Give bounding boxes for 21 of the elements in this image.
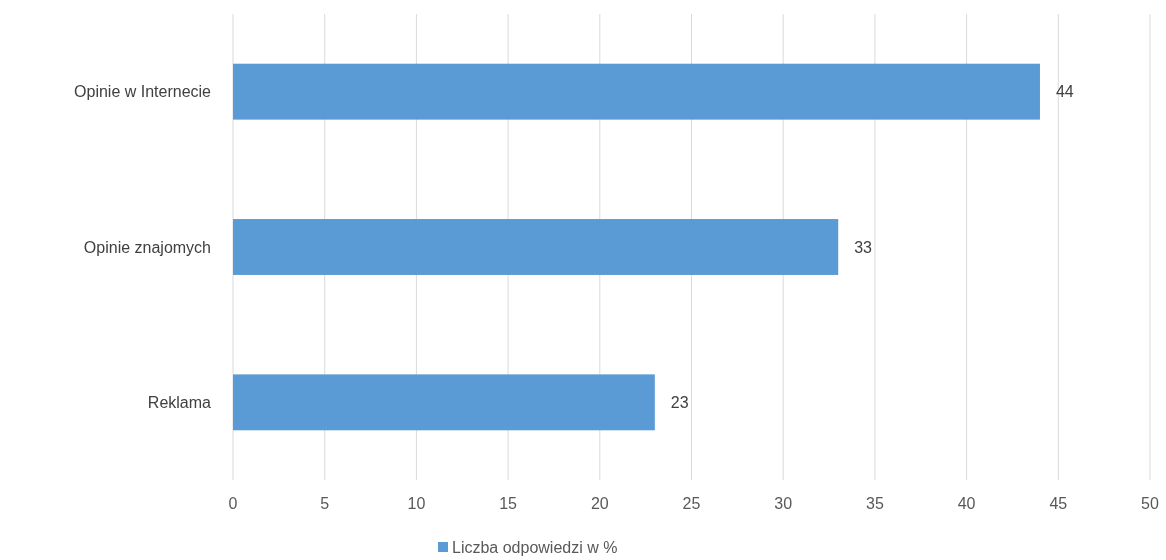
y-tick-label: Reklama — [147, 393, 212, 411]
x-tick-label: 40 — [957, 494, 976, 512]
y-tick-label: Opinie znajomych — [83, 238, 211, 256]
bar — [233, 63, 1040, 120]
bar — [233, 219, 839, 275]
x-tick-label: 50 — [1141, 494, 1159, 512]
x-tick-label: 25 — [682, 494, 701, 512]
y-tick-label: Opinie w Internecie — [74, 83, 212, 101]
data-label: 33 — [854, 238, 873, 256]
x-tick-label: 30 — [774, 494, 793, 512]
x-tick-label: 35 — [866, 494, 884, 512]
x-tick-label: 15 — [499, 494, 518, 512]
x-tick-label: 10 — [407, 494, 426, 512]
x-tick-label: 0 — [228, 494, 238, 512]
bar — [233, 374, 655, 431]
x-tick-label: 45 — [1049, 494, 1068, 512]
legend-label: Liczba odpowiedzi w % — [452, 538, 618, 556]
data-label: 44 — [1055, 83, 1074, 101]
data-label: 23 — [670, 393, 689, 411]
x-tick-label: 20 — [590, 494, 609, 512]
x-tick-label: 5 — [320, 494, 330, 512]
